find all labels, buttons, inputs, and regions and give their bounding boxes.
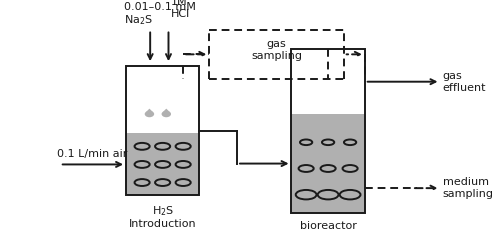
Text: 0.01–0.1 mM
Na$_2$S: 0.01–0.1 mM Na$_2$S <box>124 2 196 27</box>
Polygon shape <box>146 109 152 112</box>
Ellipse shape <box>144 111 154 117</box>
Bar <box>292 114 364 213</box>
Bar <box>126 133 200 196</box>
Text: medium
sampling: medium sampling <box>443 177 494 199</box>
Polygon shape <box>163 109 170 112</box>
Ellipse shape <box>162 111 171 117</box>
Bar <box>292 49 364 114</box>
Bar <box>126 66 200 196</box>
Bar <box>126 66 200 133</box>
Text: gas
effluent: gas effluent <box>443 71 486 93</box>
Text: gas
sampling: gas sampling <box>251 39 302 61</box>
Text: bioreactor: bioreactor <box>300 221 356 231</box>
Bar <box>292 49 364 213</box>
Text: 0.1 L/min air: 0.1 L/min air <box>58 149 128 159</box>
Text: 1M
HCl: 1M HCl <box>171 0 190 19</box>
Text: H$_2$S
Introduction: H$_2$S Introduction <box>129 204 196 229</box>
